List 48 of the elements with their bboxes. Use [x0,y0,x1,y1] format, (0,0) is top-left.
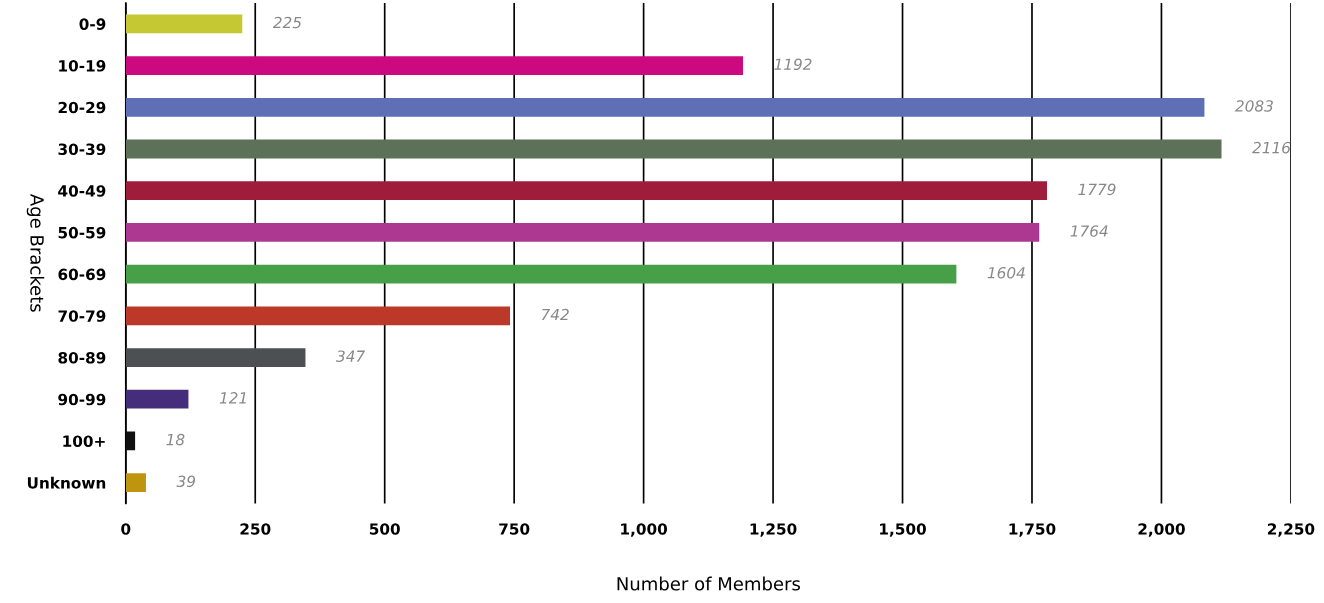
y-tick-label: 0-9 [79,18,106,30]
x-tick-label: 1,750 [1009,523,1056,537]
bar [125,264,957,284]
y-tick-label: 70-79 [58,310,106,322]
data-label: 225 [272,16,302,29]
y-tick-label: 60-69 [58,268,106,281]
data-label: 1779 [1078,183,1116,196]
data-label: 347 [336,350,366,362]
data-label: 39 [176,475,196,488]
x-axis-title: Number of Members [617,576,800,591]
x-tick-label: 1,250 [750,523,797,537]
data-label: 1604 [987,266,1025,279]
bar [125,431,136,451]
bar [125,139,1222,159]
x-tick-label: 2,000 [1138,523,1185,537]
y-tick-label: 40-49 [58,185,106,197]
x-tick-label: 250 [240,523,271,535]
y-tick-label: Unknown [27,476,106,489]
x-tick-label: 750 [499,523,530,535]
bar [125,97,1205,117]
data-label: 1764 [1070,225,1108,237]
bar [125,56,744,75]
x-tick-label: 500 [369,523,400,535]
bar [125,348,306,367]
data-label: 1192 [774,58,812,71]
x-tick-label: 1,000 [621,523,668,537]
bar [125,223,1040,242]
y-tick-label: 50-59 [58,226,106,239]
x-tick-label: 0 [121,523,131,535]
data-label: 742 [541,308,569,321]
x-tick-label: 2,250 [1267,523,1315,537]
y-tick-label: 80-89 [58,351,106,364]
y-tick-label: 90-99 [58,393,106,406]
bar [125,181,1047,201]
bar [125,14,243,34]
data-label: 2083 [1235,100,1273,112]
bar [125,389,189,409]
y-tick-label: 20-29 [58,101,106,114]
y-tick-label: 10-19 [59,60,106,72]
data-label: 121 [219,392,246,404]
y-axis-title: Age Brackets [26,193,45,312]
bar [125,473,146,493]
data-label: 2116 [1252,141,1291,154]
y-tick-label: 30-39 [58,143,106,156]
x-tick-label: 1,500 [880,523,926,537]
data-label: 18 [166,433,185,446]
bar [125,306,511,326]
y-tick-label: 100+ [63,435,105,447]
